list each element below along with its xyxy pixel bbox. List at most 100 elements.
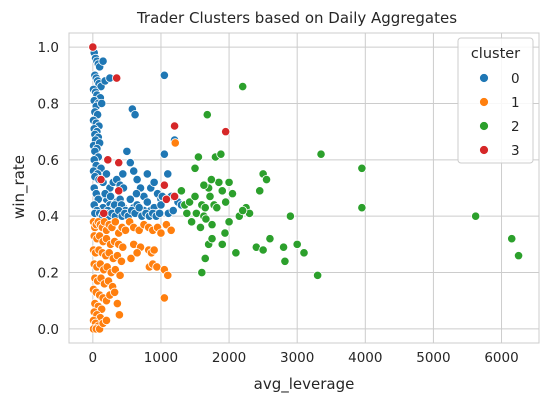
data-point xyxy=(217,239,227,249)
data-point xyxy=(255,186,265,196)
data-point xyxy=(227,189,238,199)
data-point xyxy=(112,298,122,309)
data-point xyxy=(507,234,517,244)
legend-marker xyxy=(479,145,489,155)
data-point xyxy=(231,248,241,258)
x-tick-labels: 0 1000 2000 3000 4000 5000 6000 xyxy=(89,350,519,366)
data-point xyxy=(114,158,124,168)
data-point xyxy=(221,197,231,207)
data-point xyxy=(103,155,113,165)
data-point xyxy=(99,208,109,218)
data-point xyxy=(285,211,295,221)
y-tick-label: 0.2 xyxy=(38,266,59,282)
data-point xyxy=(258,245,268,255)
data-point xyxy=(261,174,272,185)
data-point xyxy=(131,189,142,199)
data-point xyxy=(265,234,275,244)
data-point xyxy=(216,149,226,159)
legend-items: 0 1 2 3 xyxy=(479,71,520,159)
data-point xyxy=(110,287,120,297)
data-point xyxy=(88,42,98,52)
data-point xyxy=(187,217,197,227)
legend-marker xyxy=(479,73,489,83)
legend-box xyxy=(457,37,534,164)
data-point xyxy=(176,186,186,196)
series-1 xyxy=(88,138,180,334)
data-point xyxy=(170,138,180,148)
data-point xyxy=(224,177,234,187)
data-point xyxy=(114,310,125,320)
x-tick-label: 6000 xyxy=(484,350,518,366)
data-points xyxy=(88,42,524,334)
data-point xyxy=(238,205,248,216)
data-point xyxy=(357,163,367,173)
data-point xyxy=(202,110,212,120)
data-point xyxy=(220,228,230,238)
data-point xyxy=(471,211,481,221)
legend-label: 2 xyxy=(511,119,520,135)
data-point xyxy=(159,70,169,80)
x-tick-label: 5000 xyxy=(416,350,450,366)
data-point xyxy=(190,191,200,202)
series-2 xyxy=(176,81,524,280)
data-point xyxy=(125,194,135,204)
data-point xyxy=(120,225,131,235)
data-point xyxy=(316,149,326,159)
data-point xyxy=(105,191,116,202)
y-tick-label: 0.0 xyxy=(38,322,59,338)
data-point xyxy=(132,248,142,258)
data-point xyxy=(101,315,112,326)
y-tick-label: 1.0 xyxy=(38,40,59,56)
data-point xyxy=(205,191,215,202)
data-point xyxy=(513,251,524,261)
y-tick-label: 0.4 xyxy=(38,209,59,225)
data-point xyxy=(98,56,108,66)
data-point xyxy=(182,208,192,218)
data-point xyxy=(184,197,195,207)
data-point xyxy=(169,121,180,131)
data-point xyxy=(159,180,169,190)
data-point xyxy=(168,205,178,216)
data-point xyxy=(101,169,112,179)
data-point xyxy=(221,127,231,137)
y-tick-labels: 0.0 0.2 0.4 0.6 0.8 1.0 xyxy=(38,40,59,338)
data-point xyxy=(132,174,142,185)
data-point xyxy=(149,245,159,255)
data-point xyxy=(122,146,132,156)
data-point xyxy=(163,169,173,179)
data-point xyxy=(169,191,180,202)
x-axis-label: avg_leverage xyxy=(254,375,355,394)
legend-marker xyxy=(479,97,489,107)
data-point xyxy=(200,253,210,264)
data-point xyxy=(357,203,367,213)
data-point xyxy=(142,197,152,207)
y-tick-label: 0.6 xyxy=(38,153,59,169)
data-point xyxy=(129,166,139,176)
data-point xyxy=(224,217,234,227)
legend-label: 3 xyxy=(511,143,520,159)
data-point xyxy=(116,256,127,266)
data-point xyxy=(217,186,227,196)
data-point xyxy=(118,242,128,252)
data-point xyxy=(313,270,323,280)
data-point xyxy=(134,203,144,213)
data-point xyxy=(206,174,216,185)
data-point xyxy=(212,203,222,213)
data-point xyxy=(292,239,302,249)
data-point xyxy=(190,163,200,173)
data-point xyxy=(118,169,128,179)
data-point xyxy=(156,228,166,238)
series-3 xyxy=(88,42,231,218)
data-point xyxy=(142,169,152,179)
data-point xyxy=(96,174,106,185)
data-point xyxy=(280,256,290,266)
x-tick-label: 3000 xyxy=(280,350,314,366)
legend: cluster 0 1 2 3 xyxy=(457,37,534,164)
x-tick-label: 2000 xyxy=(212,350,246,366)
data-point xyxy=(110,217,120,227)
data-point xyxy=(166,225,176,235)
data-point xyxy=(278,242,289,252)
data-point xyxy=(159,293,169,303)
legend-label: 0 xyxy=(511,71,520,87)
y-axis-label: win_rate xyxy=(10,155,29,219)
